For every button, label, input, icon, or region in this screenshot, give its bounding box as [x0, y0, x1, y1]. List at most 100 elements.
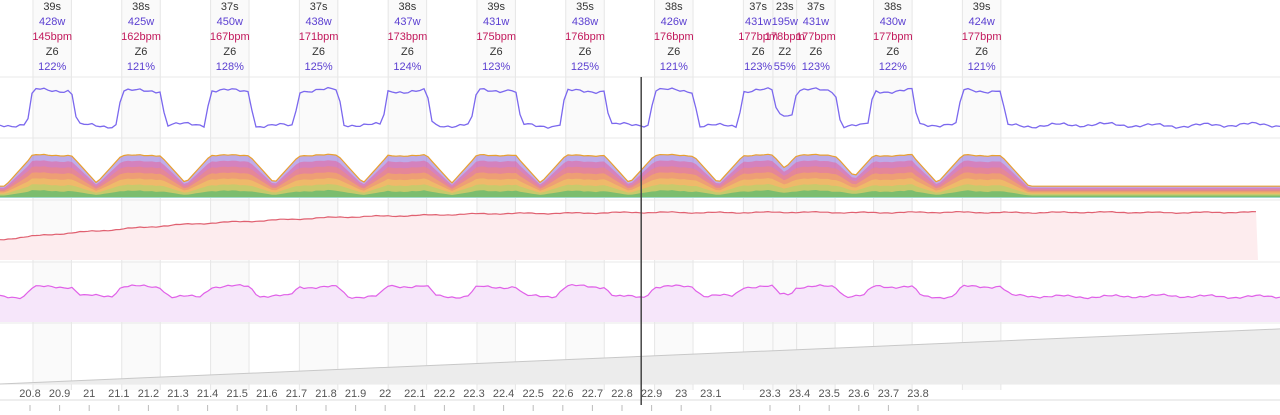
- interval-zone-label: Z6: [312, 46, 325, 58]
- x-tick-label: 21.9: [345, 388, 366, 400]
- x-tick-label: 22.1: [404, 388, 425, 400]
- interval-pct-label: 121%: [660, 61, 688, 73]
- interval-label-7: 35s 438w 176bpm Z6 125%: [565, 1, 605, 73]
- interval-zone-label: Z6: [579, 46, 592, 58]
- interval-power-label: 431w: [745, 16, 771, 28]
- interval-duration-label: 39s: [43, 1, 61, 13]
- interval-power-label: 437w: [394, 16, 420, 28]
- interval-power-label: 438w: [305, 16, 331, 28]
- x-tick-label: 22.2: [434, 388, 455, 400]
- x-tick-label: 22.5: [522, 388, 543, 400]
- x-tick-label: 21: [83, 388, 95, 400]
- interval-hr-label: 167bpm: [210, 31, 250, 43]
- x-tick-label: 22.4: [493, 388, 514, 400]
- interval-power-label: 195w: [772, 16, 798, 28]
- elevation-line: [0, 328, 1280, 385]
- interval-power-label: 428w: [39, 16, 65, 28]
- interval-hr-label: 176bpm: [654, 31, 694, 43]
- interval-label-2: 38s 425w 162bpm Z6 121%: [121, 1, 161, 73]
- interval-pct-label: 121%: [968, 61, 996, 73]
- x-tick-label: 22.8: [611, 388, 632, 400]
- interval-zone-label: Z6: [752, 46, 765, 58]
- interval-pct-label: 122%: [38, 61, 66, 73]
- interval-hr-label: 173bpm: [388, 31, 428, 43]
- interval-power-label: 450w: [217, 16, 243, 28]
- interval-pct-label: 123%: [802, 61, 830, 73]
- interval-hr-label: 177bpm: [738, 31, 778, 43]
- x-tick-label: 23.1: [700, 388, 721, 400]
- interval-hr-label: 177bpm: [873, 31, 913, 43]
- interval-pct-label: 55%: [774, 61, 796, 73]
- interval-power-label: 426w: [661, 16, 687, 28]
- x-tick-label: 23.7: [878, 388, 899, 400]
- interval-hr-label: 176bpm: [565, 31, 605, 43]
- interval-pct-label: 125%: [305, 61, 333, 73]
- interval-power-label: 424w: [968, 16, 994, 28]
- distance-axis: 20.8 20.9 21 21.1 21.2 21.3 21.4 21.5 21.6 21.7 21…: [0, 388, 1280, 411]
- interval-zone-label: Z6: [667, 46, 680, 58]
- interval-duration-label: 23s: [776, 1, 794, 13]
- interval-zone-label: Z6: [135, 46, 148, 58]
- cadence-area: [0, 284, 1280, 322]
- interval-labels: 39s 428w 145bpm Z6 122% 38s 425w 162bpm Z6 121% 37…: [32, 1, 1001, 73]
- interval-zone-label: Z6: [46, 46, 59, 58]
- interval-power-label: 431w: [803, 16, 829, 28]
- x-tick-label: 22.3: [463, 388, 484, 400]
- interval-label-4: 37s 438w 171bpm Z6 125%: [299, 1, 339, 73]
- interval-label-3: 37s 450w 167bpm Z6 128%: [210, 1, 250, 73]
- interval-power-label: 430w: [880, 16, 906, 28]
- interval-label-8: 38s 426w 176bpm Z6 121%: [654, 1, 694, 73]
- interval-label-11: 37s 431w 177bpm Z6 123%: [796, 1, 836, 73]
- interval-label-13: 39s 424w 177bpm Z6 121%: [962, 1, 1002, 73]
- x-tick-label: 20.9: [49, 388, 70, 400]
- x-tick-label: 22.7: [582, 388, 603, 400]
- interval-pct-label: 121%: [127, 61, 155, 73]
- interval-label-5: 38s 437w 173bpm Z6 124%: [388, 1, 428, 73]
- x-tick-label: 23.5: [818, 388, 839, 400]
- x-tick-label: 21.4: [197, 388, 218, 400]
- interval-duration-label: 35s: [576, 1, 594, 13]
- cadence-line: [0, 283, 1280, 300]
- x-tick-label: 21.8: [315, 388, 336, 400]
- interval-zone-label: Z6: [490, 46, 503, 58]
- interval-duration-label: 38s: [132, 1, 150, 13]
- x-tick-label: 21.1: [108, 388, 129, 400]
- interval-duration-label: 39s: [973, 1, 991, 13]
- interval-hr-label: 162bpm: [121, 31, 161, 43]
- x-tick-label: 23.8: [907, 388, 928, 400]
- interval-pct-label: 128%: [216, 61, 244, 73]
- interval-duration-label: 37s: [221, 1, 239, 13]
- interval-zone-label: Z6: [809, 46, 822, 58]
- power-zone-outline: [0, 153, 1280, 187]
- interval-duration-label: 37s: [749, 1, 767, 13]
- interval-hr-label: 178bpm: [765, 31, 805, 43]
- interval-label-10: 23s 195w 178bpm Z2 55%: [765, 1, 805, 73]
- x-tick-label: 21.2: [138, 388, 159, 400]
- heart-rate-line: [0, 210, 1257, 241]
- x-tick-label: 22.9: [641, 388, 662, 400]
- interval-power-label: 438w: [572, 16, 598, 28]
- power-zone-band-1: [0, 189, 1280, 197]
- interval-zone-label: Z6: [975, 46, 988, 58]
- interval-hr-label: 177bpm: [962, 31, 1002, 43]
- interval-label-6: 39s 431w 175bpm Z6 123%: [476, 1, 516, 73]
- x-tick-label: 22.6: [552, 388, 573, 400]
- interval-pct-label: 125%: [571, 61, 599, 73]
- x-tick-label: 23.3: [759, 388, 780, 400]
- power-panel: [0, 86, 1280, 129]
- heart-rate-panel: [0, 210, 1258, 260]
- interval-power-label: 431w: [483, 16, 509, 28]
- x-tick-label: 21.5: [226, 388, 247, 400]
- x-tick-label: 23.4: [789, 388, 810, 400]
- cadence-panel: [0, 283, 1280, 322]
- interval-duration-label: 39s: [487, 1, 505, 13]
- interval-zone-label: Z6: [401, 46, 414, 58]
- interval-duration-label: 38s: [665, 1, 683, 13]
- interval-label-9: 37s 431w 177bpm Z6 123%: [738, 1, 778, 73]
- interval-duration-label: 38s: [884, 1, 902, 13]
- interval-zone-label: Z6: [886, 46, 899, 58]
- interval-hr-label: 171bpm: [299, 31, 339, 43]
- x-tick-label: 22: [379, 388, 391, 400]
- x-tick-label: 20.8: [19, 388, 40, 400]
